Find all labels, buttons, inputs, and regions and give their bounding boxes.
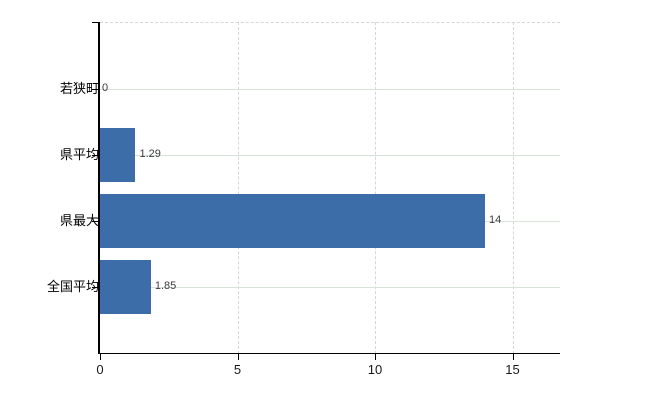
vertical-gridline xyxy=(512,22,514,354)
horizontal-gridline xyxy=(100,155,560,156)
y-axis-tick xyxy=(92,221,99,222)
x-axis-tick xyxy=(100,354,101,360)
x-axis-tick xyxy=(237,354,239,360)
bar-value-label: 14 xyxy=(489,214,502,226)
vertical-gridline xyxy=(237,22,239,354)
bar-2[interactable] xyxy=(100,194,485,248)
category-label: 全国平均 xyxy=(46,279,99,294)
bar-3[interactable] xyxy=(100,260,151,314)
horizontal-gridline xyxy=(100,287,560,288)
bar-value-label: 1.85 xyxy=(154,280,177,292)
y-axis-line xyxy=(98,22,100,354)
plot-top-border xyxy=(100,22,560,23)
category-label: 若狭町 xyxy=(59,81,99,96)
bar-value-label: 0 xyxy=(102,82,109,94)
plot-area xyxy=(100,22,560,354)
y-axis-tick xyxy=(92,89,99,90)
x-tick-label: 15 xyxy=(505,362,520,377)
x-tick-label: 5 xyxy=(233,362,242,377)
x-tick-label: 10 xyxy=(367,362,383,377)
x-axis-tick xyxy=(375,354,376,360)
y-axis-tick xyxy=(92,287,99,288)
bar-value-label: 1.29 xyxy=(139,148,161,160)
vertical-gridline xyxy=(375,22,376,354)
category-label: 県最大 xyxy=(59,213,99,228)
x-tick-label: 0 xyxy=(96,362,104,377)
category-label: 県平均 xyxy=(59,147,99,162)
x-axis-line xyxy=(98,353,560,354)
bar-1[interactable] xyxy=(100,128,136,182)
horizontal-gridline xyxy=(100,89,560,90)
y-axis-tick-top xyxy=(92,22,99,23)
y-axis-tick xyxy=(92,155,99,156)
x-axis-tick xyxy=(512,354,514,360)
